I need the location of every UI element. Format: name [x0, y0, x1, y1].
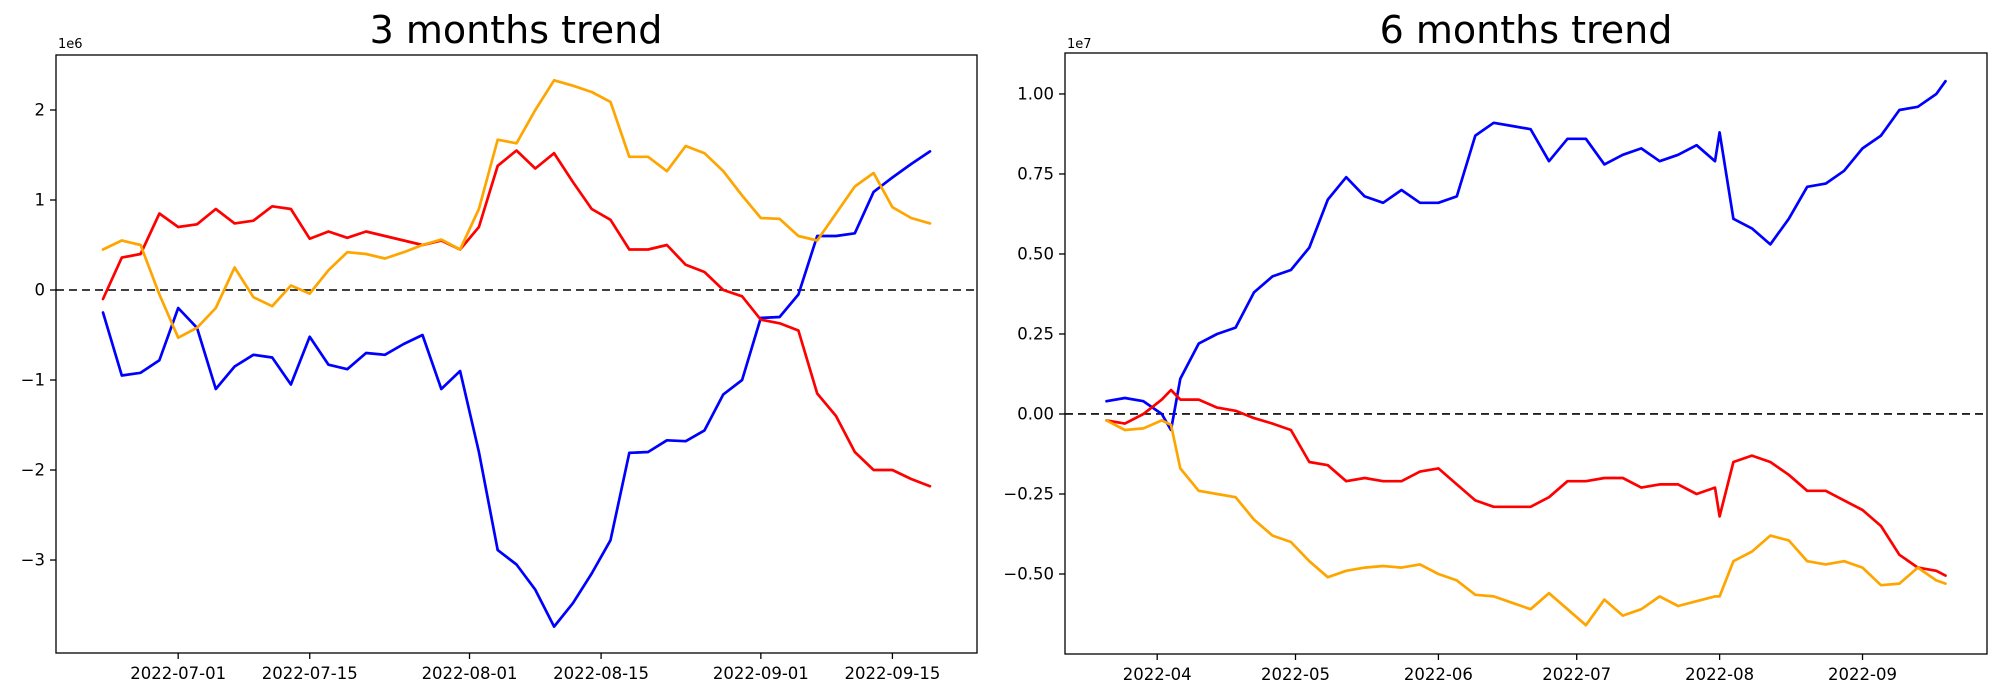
- y-tick-label: 2: [35, 100, 46, 119]
- x-tick-label: 2022-04: [1123, 665, 1192, 684]
- series-orange-line: [101, 78, 932, 340]
- y-tick-label: 1: [35, 190, 46, 209]
- y-axis-offset-label-left: 1e6: [58, 37, 83, 52]
- series-blue-line: [101, 150, 932, 628]
- chart-1: 2022-04 2022-05 2022-06 2022-07 2022-08 2022-…: [1003, 52, 1988, 684]
- x-tick-label: 2022-09-15: [844, 664, 940, 683]
- series-orange-line: [1105, 419, 1947, 627]
- series-blue-line: [1105, 79, 1947, 432]
- axes-box: [55, 54, 978, 654]
- chart-0: 2022-07-01 2022-07-15 2022-08-01 2022-08-15…: [21, 54, 978, 683]
- series-red-line: [1105, 388, 1947, 577]
- x-tick-label: 2022-08-15: [553, 664, 649, 683]
- y-tick-label: −0.25: [1003, 484, 1054, 503]
- x-tick-label: 2022-08: [1685, 665, 1754, 684]
- x-tick-label: 2022-08-01: [422, 664, 518, 683]
- y-tick-label: −2: [21, 461, 45, 480]
- y-tick-label: 0.00: [1017, 404, 1054, 423]
- y-tick-label: 0.50: [1017, 244, 1054, 263]
- y-tick-label: −1: [21, 371, 45, 390]
- x-tick-label: 2022-07-15: [262, 664, 358, 683]
- x-tick-label: 2022-06: [1404, 665, 1473, 684]
- x-tick-label: 2022-09: [1828, 665, 1897, 684]
- x-tick-label: 2022-07: [1542, 665, 1611, 684]
- y-tick-label: 0.25: [1017, 324, 1054, 343]
- axes-box: [1064, 52, 1988, 655]
- y-tick-label: 1.00: [1017, 84, 1054, 103]
- chart-title-3-months: 3 months trend: [369, 8, 663, 52]
- y-axis-offset-label-right: 1e7: [1067, 37, 1092, 52]
- x-tick-label: 2022-07-01: [130, 664, 226, 683]
- chart-title-6-months: 6 months trend: [1379, 8, 1673, 52]
- y-tick-label: 0.75: [1017, 164, 1054, 183]
- y-tick-label: −3: [21, 551, 45, 570]
- y-tick-label: −0.50: [1003, 564, 1054, 583]
- series-red-line: [101, 149, 932, 488]
- y-tick-label: 0: [35, 281, 46, 300]
- x-tick-label: 2022-09-01: [713, 664, 809, 683]
- x-tick-label: 2022-05: [1261, 665, 1330, 684]
